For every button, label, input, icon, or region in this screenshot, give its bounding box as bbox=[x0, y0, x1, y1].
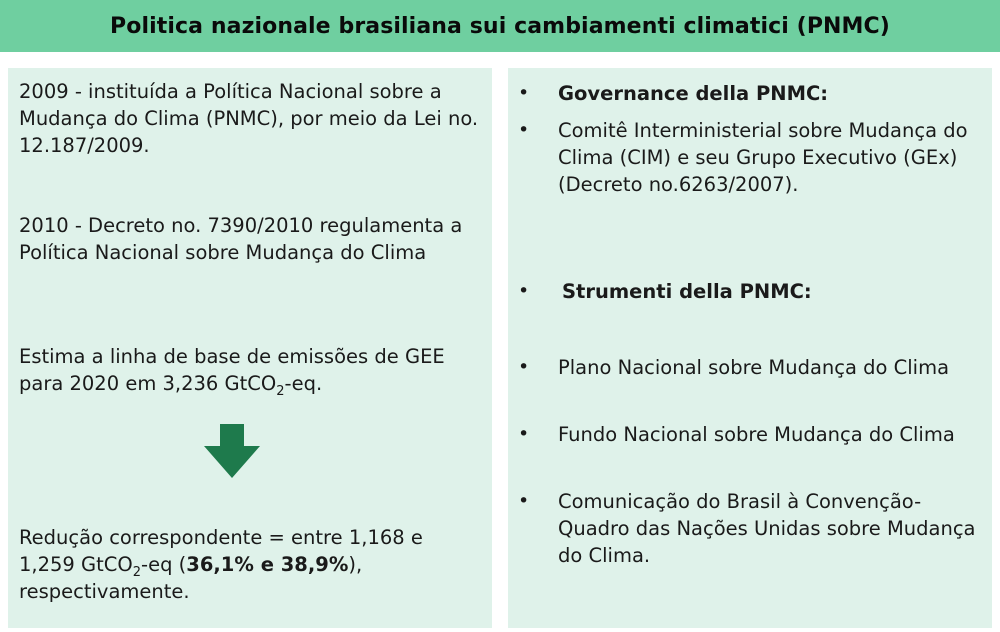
instrument-item: Fundo Nacional sobre Mudança do Clima bbox=[558, 423, 955, 446]
instrument-item: Plano Nacional sobre Mudança do Clima bbox=[558, 356, 950, 379]
reduction-percentages: 36,1% e 38,9% bbox=[186, 553, 349, 576]
bullet-icon: • bbox=[518, 280, 530, 302]
baseline-text: Estima a linha de base de emissões de GE… bbox=[19, 345, 445, 395]
reduction-subscript: 2 bbox=[132, 565, 142, 580]
right-panel: • Governance della PNMC: • Comitê Interm… bbox=[508, 68, 992, 628]
bullet-icon: • bbox=[518, 119, 530, 141]
baseline-subscript: 2 bbox=[276, 384, 285, 399]
reduction-mid: -eq ( bbox=[141, 553, 187, 576]
paragraph-2009: 2009 - instituída a Política Nacional so… bbox=[19, 80, 479, 157]
left-panel: 2009 - instituída a Política Nacional so… bbox=[8, 68, 492, 628]
baseline-suffix: -eq. bbox=[284, 372, 323, 395]
bullet-icon: • bbox=[518, 490, 530, 512]
reduction-text: Redução correspondente = entre 1,168 e 1… bbox=[19, 526, 423, 576]
bullet-icon: • bbox=[518, 356, 530, 378]
paragraph-2010: 2010 - Decreto no. 7390/2010 regulamenta… bbox=[19, 214, 463, 264]
governance-heading: Governance della PNMC: bbox=[558, 82, 829, 105]
instrument-item: Comunicação do Brasil à Convenção-Quadro… bbox=[558, 490, 976, 567]
reduction-suffix: ), respectivamente. bbox=[19, 553, 363, 603]
instruments-heading: Strumenti della PNMC: bbox=[562, 280, 812, 303]
paragraph-reduction: Redução correspondente = entre 1,168 e 1… bbox=[19, 524, 483, 605]
down-arrow-icon bbox=[204, 424, 260, 478]
paragraph-baseline: Estima a linha de base de emissões de GE… bbox=[19, 343, 483, 399]
bullet-icon: • bbox=[518, 82, 530, 104]
page-title: Politica nazionale brasiliana sui cambia… bbox=[0, 0, 1000, 52]
governance-item: Comitê Interministerial sobre Mudança do… bbox=[558, 119, 968, 196]
bullet-icon: • bbox=[518, 423, 530, 445]
